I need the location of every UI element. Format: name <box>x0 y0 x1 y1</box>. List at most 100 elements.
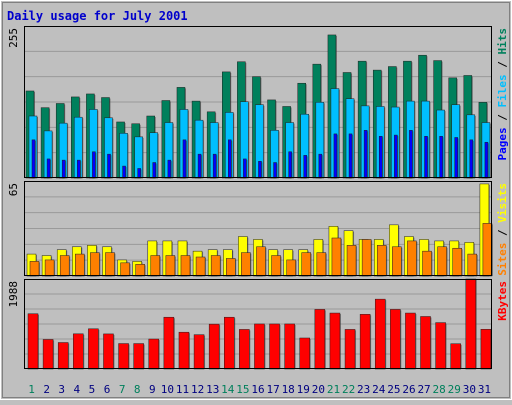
bar-pages-day-5 <box>92 151 96 179</box>
bar-sites-day-14 <box>226 258 236 277</box>
bar-sites-day-18 <box>286 259 296 277</box>
bar-sites-day-26 <box>407 240 417 277</box>
x-tick-label-day-1: 1 <box>28 383 35 396</box>
bar-pages-day-12 <box>197 153 202 179</box>
panel-hits-scale-max-label: 255 <box>7 28 20 48</box>
bar-kbytes-day-8 <box>133 343 144 370</box>
bar-sites-day-20 <box>316 252 327 277</box>
bar-kbytes-day-4 <box>73 333 84 370</box>
panel-visits: 65 Sites / Visits <box>7 181 509 277</box>
panel-hits-border <box>24 26 492 178</box>
legend-files: Files <box>496 74 509 107</box>
bar-sites-day-17 <box>271 255 281 277</box>
x-tick-label-day-20: 20 <box>312 383 325 396</box>
bar-pages-day-29 <box>454 137 458 179</box>
bar-sites-day-27 <box>422 250 432 277</box>
x-tick-label-day-6: 6 <box>104 383 111 396</box>
bar-sites-day-11 <box>180 255 191 277</box>
bar-sites-day-13 <box>210 255 221 277</box>
x-tick-label-day-29: 29 <box>448 383 461 396</box>
bar-kbytes-day-15 <box>239 329 250 370</box>
bar-sites-day-30 <box>467 253 478 277</box>
bar-kbytes-day-5 <box>88 328 99 370</box>
x-tick-label-day-15: 15 <box>236 383 249 396</box>
x-tick-label-day-27: 27 <box>417 383 430 396</box>
bar-kbytes-day-9 <box>148 338 160 370</box>
bar-sites-day-31 <box>482 223 493 277</box>
panel-visits-border <box>24 181 492 276</box>
bar-pages-day-7 <box>122 165 126 179</box>
bar-sites-day-24 <box>376 245 387 277</box>
x-tick-label-day-11: 11 <box>176 383 189 396</box>
panel-kbytes-border <box>24 279 492 369</box>
x-tick-label-day-28: 28 <box>433 383 446 396</box>
bar-kbytes-day-28 <box>435 322 446 370</box>
bar-sites-day-21 <box>331 237 342 277</box>
bar-kbytes-day-31 <box>480 329 492 370</box>
x-tick-label-day-9: 9 <box>149 383 156 396</box>
bar-kbytes-day-13 <box>208 323 220 370</box>
bar-sites-day-3 <box>59 255 70 277</box>
bar-pages-day-6 <box>107 153 111 179</box>
bar-kbytes-day-21 <box>329 312 341 370</box>
x-tick-label-day-31: 31 <box>478 383 491 396</box>
bar-sites-day-12 <box>195 256 206 277</box>
bar-kbytes-day-16 <box>254 323 265 370</box>
bar-kbytes-day-3 <box>57 342 69 370</box>
x-tick-label-day-5: 5 <box>89 383 96 396</box>
bar-pages-day-13 <box>212 153 217 179</box>
bar-kbytes-day-6 <box>103 333 114 370</box>
bar-sites-day-29 <box>452 247 462 277</box>
bar-sites-day-28 <box>437 246 447 277</box>
bar-kbytes-day-1 <box>27 313 39 370</box>
bar-kbytes-day-26 <box>405 312 416 370</box>
x-tick-label-day-16: 16 <box>251 383 264 396</box>
bar-kbytes-day-10 <box>163 316 175 370</box>
bar-pages-day-11 <box>182 139 187 179</box>
bar-kbytes-day-23 <box>359 314 371 370</box>
bar-pages-day-19 <box>303 155 307 179</box>
panel-kbytes: 1988 KBytes <box>7 278 509 370</box>
chart-panels: 255 Pages / Files / Hits 65 Sites / Visits 1… <box>7 26 509 370</box>
bar-pages-day-31 <box>484 141 489 179</box>
panel-visits-scale-max-label: 65 <box>7 183 20 196</box>
bar-sites-day-2 <box>44 259 55 277</box>
x-tick-label-day-19: 19 <box>297 383 310 396</box>
bar-kbytes-day-11 <box>178 331 190 370</box>
bar-pages-day-22 <box>348 133 353 179</box>
bar-kbytes-day-30 <box>465 278 477 370</box>
bar-kbytes-day-29 <box>450 343 461 370</box>
bar-kbytes-day-19 <box>299 337 310 370</box>
legend-kbytes: KBytes <box>496 281 509 321</box>
bar-pages-day-25 <box>394 134 398 179</box>
bar-sites-day-6 <box>105 252 115 277</box>
bar-kbytes-day-25 <box>390 309 401 370</box>
x-tick-label-day-23: 23 <box>357 383 370 396</box>
bar-pages-day-20 <box>318 153 323 179</box>
legend-separator: / <box>496 55 509 75</box>
bar-pages-day-3 <box>61 159 66 179</box>
bar-sites-day-4 <box>75 253 85 277</box>
panel-hits-legend: Pages / Files / Hits <box>496 28 509 161</box>
bar-pages-day-8 <box>137 168 141 179</box>
x-tick-label-day-13: 13 <box>206 383 219 396</box>
bar-sites-day-25 <box>392 246 402 277</box>
x-tick-label-day-30: 30 <box>463 383 476 396</box>
bar-pages-day-14 <box>228 139 232 179</box>
bar-kbytes-day-2 <box>42 339 54 370</box>
series-kbytes <box>27 278 492 370</box>
series-pages <box>31 130 489 179</box>
bar-pages-day-28 <box>439 136 443 179</box>
legend-hits: Hits <box>496 28 509 55</box>
bar-kbytes-day-20 <box>314 309 326 370</box>
bar-kbytes-day-17 <box>269 323 280 370</box>
chart-title: Daily usage for July 2001 <box>7 9 188 23</box>
bar-kbytes-day-18 <box>284 323 295 370</box>
series-sites <box>29 223 493 277</box>
bar-sites-day-22 <box>346 245 357 277</box>
bar-sites-day-23 <box>361 239 372 277</box>
bar-kbytes-day-14 <box>224 316 235 370</box>
bar-sites-day-10 <box>165 255 176 277</box>
